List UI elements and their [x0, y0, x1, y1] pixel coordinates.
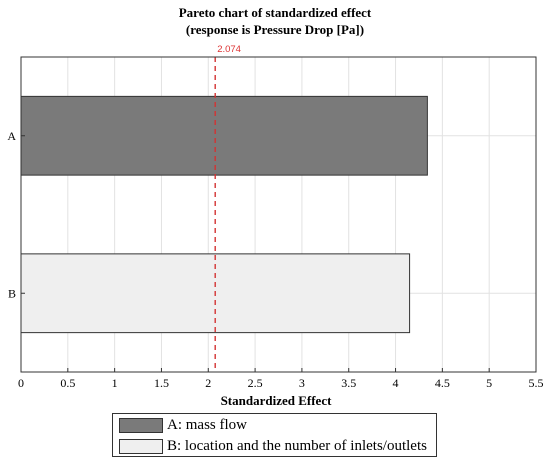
- y-tick-label: B: [8, 286, 16, 300]
- x-tick-label: 4: [393, 376, 399, 390]
- x-tick-label: 5: [486, 376, 492, 390]
- x-tick-label: 2.5: [248, 376, 263, 390]
- bar-a: [20, 95, 428, 176]
- x-tick-label: 0.5: [60, 376, 75, 390]
- x-tick-label: 1: [112, 376, 118, 390]
- x-tick-label: 4.5: [435, 376, 450, 390]
- x-tick-label: 5.5: [529, 376, 544, 390]
- legend-swatch-a: [119, 417, 163, 433]
- bars-group: [20, 95, 428, 334]
- reference-line-label: 2.074: [217, 44, 241, 55]
- x-tick-label: 0: [18, 376, 24, 390]
- y-tick-label: A: [7, 129, 16, 143]
- legend-label-a: A: mass flow: [167, 416, 247, 433]
- legend-label-b: B: location and the number of inlets/out…: [167, 437, 427, 454]
- x-tick-label: 3.5: [341, 376, 356, 390]
- reference-line-group: 2.074: [214, 44, 241, 372]
- chart-subtitle: (response is Pressure Drop [Pa]): [186, 22, 364, 37]
- x-tick-label: 2: [205, 376, 211, 390]
- x-tick-label: 1.5: [154, 376, 169, 390]
- legend: A: mass flow B: location and the number …: [112, 413, 437, 457]
- x-tick-labels: 0 0.5 1 1.5 2 2.5 3 3.5 4 4.5 5 5.5: [18, 368, 544, 390]
- y-tick-labels: AB: [7, 129, 25, 300]
- x-tick-label: 3: [299, 376, 305, 390]
- legend-swatch-b: [119, 438, 163, 454]
- chart-title: Pareto chart of standardized effect: [179, 5, 372, 20]
- legend-item-a: A: mass flow: [119, 416, 247, 434]
- plot-frame: [20, 56, 537, 373]
- x-axis-label: Standardized Effect: [221, 393, 333, 408]
- legend-item-b: B: location and the number of inlets/out…: [119, 437, 427, 455]
